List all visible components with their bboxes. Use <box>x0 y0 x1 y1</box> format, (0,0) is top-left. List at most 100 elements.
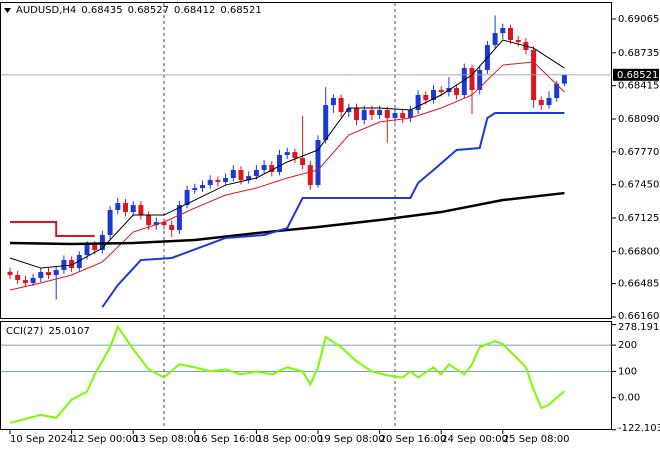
candle-body <box>384 109 390 118</box>
candle-body <box>269 165 275 173</box>
x-tick-label: 16 Sep 16:00 <box>195 434 262 445</box>
y-tick-label: 0.67125 <box>618 213 659 224</box>
x-tick-label: 13 Sep 08:00 <box>133 434 200 445</box>
candle-body <box>115 203 121 210</box>
candle-body <box>415 95 421 110</box>
y-tick-label: 0.68415 <box>618 81 659 92</box>
candle-body <box>361 109 367 121</box>
candle-body <box>176 205 182 230</box>
candle-body <box>38 272 44 278</box>
y-tick-label: 0.67450 <box>618 180 659 191</box>
candle-body <box>438 89 444 93</box>
y-tick-label: 200 <box>618 340 637 351</box>
candle-body <box>207 180 213 186</box>
candle-body <box>92 245 98 250</box>
candle-body <box>61 260 67 270</box>
candle-body <box>238 169 244 181</box>
candle-body <box>7 271 13 276</box>
indicator-line <box>101 112 565 308</box>
chart-title: AUDUSD,H4 <box>16 5 76 16</box>
candle-body <box>300 157 306 166</box>
candle-body <box>423 95 429 101</box>
candle-body <box>46 272 51 276</box>
close-value: 0.68521 <box>220 5 261 16</box>
y-tick-label: 0.67770 <box>618 147 659 158</box>
candle-body <box>153 221 159 226</box>
candle-body <box>307 165 313 186</box>
low-value: 0.68412 <box>174 5 215 16</box>
y-tick-label: 0.68090 <box>618 114 659 125</box>
candle-body <box>169 225 175 230</box>
candle-body <box>192 188 198 190</box>
y-tick-label: 0.66485 <box>618 279 659 290</box>
candle-body <box>554 83 560 98</box>
menu-arrow[interactable] <box>4 8 11 13</box>
indicator-line <box>9 61 565 291</box>
candle-body <box>508 28 513 41</box>
candle-body <box>146 215 152 226</box>
candle-body <box>69 260 75 269</box>
candle-body <box>400 113 406 118</box>
candle-body <box>330 97 336 106</box>
candle-body <box>53 269 59 276</box>
y-tick-label: -122.1035 <box>618 423 660 434</box>
candle-body <box>354 108 359 121</box>
x-tick-label: 25 Sep 08:00 <box>503 434 570 445</box>
candle-body <box>500 28 506 34</box>
candle-body <box>123 203 128 213</box>
y-tick-label: 0.69065 <box>618 14 659 25</box>
candle-body <box>15 275 21 281</box>
candle-body <box>369 109 375 116</box>
candle-body <box>84 245 90 256</box>
y-tick-label: 0.68735 <box>618 48 659 59</box>
y-tick-label: 278.1919 <box>618 322 660 333</box>
candle-body <box>76 255 82 269</box>
candle-body <box>223 177 229 182</box>
candle-body <box>492 33 498 46</box>
price-panel <box>0 2 612 319</box>
candle-body <box>469 68 475 90</box>
candle-body <box>407 109 413 118</box>
candle-body <box>253 169 259 177</box>
high-value: 0.68527 <box>128 5 169 16</box>
indicator-line <box>9 39 565 269</box>
indicator-value: 25.0107 <box>48 326 89 337</box>
y-tick-label: 0.66160 <box>618 311 659 322</box>
current-price-label: 0.68521 <box>617 70 658 81</box>
candle-body <box>346 108 352 113</box>
candle-body <box>477 69 483 90</box>
indicator-line <box>9 191 565 246</box>
x-tick-label: 19 Sep 08:00 <box>318 434 385 445</box>
candle-body <box>107 209 113 236</box>
open-value: 0.68435 <box>81 5 122 16</box>
x-tick-label: 10 Sep 2024 <box>10 434 73 445</box>
x-tick-label: 24 Sep 00:00 <box>441 434 508 445</box>
candle-body <box>200 185 205 189</box>
candle-body <box>561 74 567 84</box>
candle-body <box>22 280 28 284</box>
candle-body <box>461 68 467 96</box>
candle-body <box>538 100 544 106</box>
candle-body <box>30 277 36 284</box>
candle-body <box>277 155 282 173</box>
candle-body <box>215 180 221 182</box>
candle-body <box>338 97 344 113</box>
candle-body <box>392 113 398 118</box>
candle-body <box>515 40 521 42</box>
candle-body <box>323 105 329 141</box>
y-tick-label: 0.00 <box>618 393 640 404</box>
x-tick-label: 20 Sep 16:00 <box>380 434 447 445</box>
candle-body <box>261 165 267 170</box>
indicator-line <box>10 220 95 238</box>
candle-body <box>138 205 144 216</box>
x-tick-label: 12 Sep 00:00 <box>72 434 139 445</box>
candle-body <box>315 140 321 186</box>
candle-body <box>230 169 236 178</box>
candle-body <box>184 189 190 206</box>
indicator-line <box>9 324 566 424</box>
candle-body <box>431 89 436 101</box>
y-tick-label: 100 <box>618 366 637 377</box>
candle-body <box>546 97 552 106</box>
candle-body <box>284 152 290 156</box>
candle-body <box>130 205 136 213</box>
